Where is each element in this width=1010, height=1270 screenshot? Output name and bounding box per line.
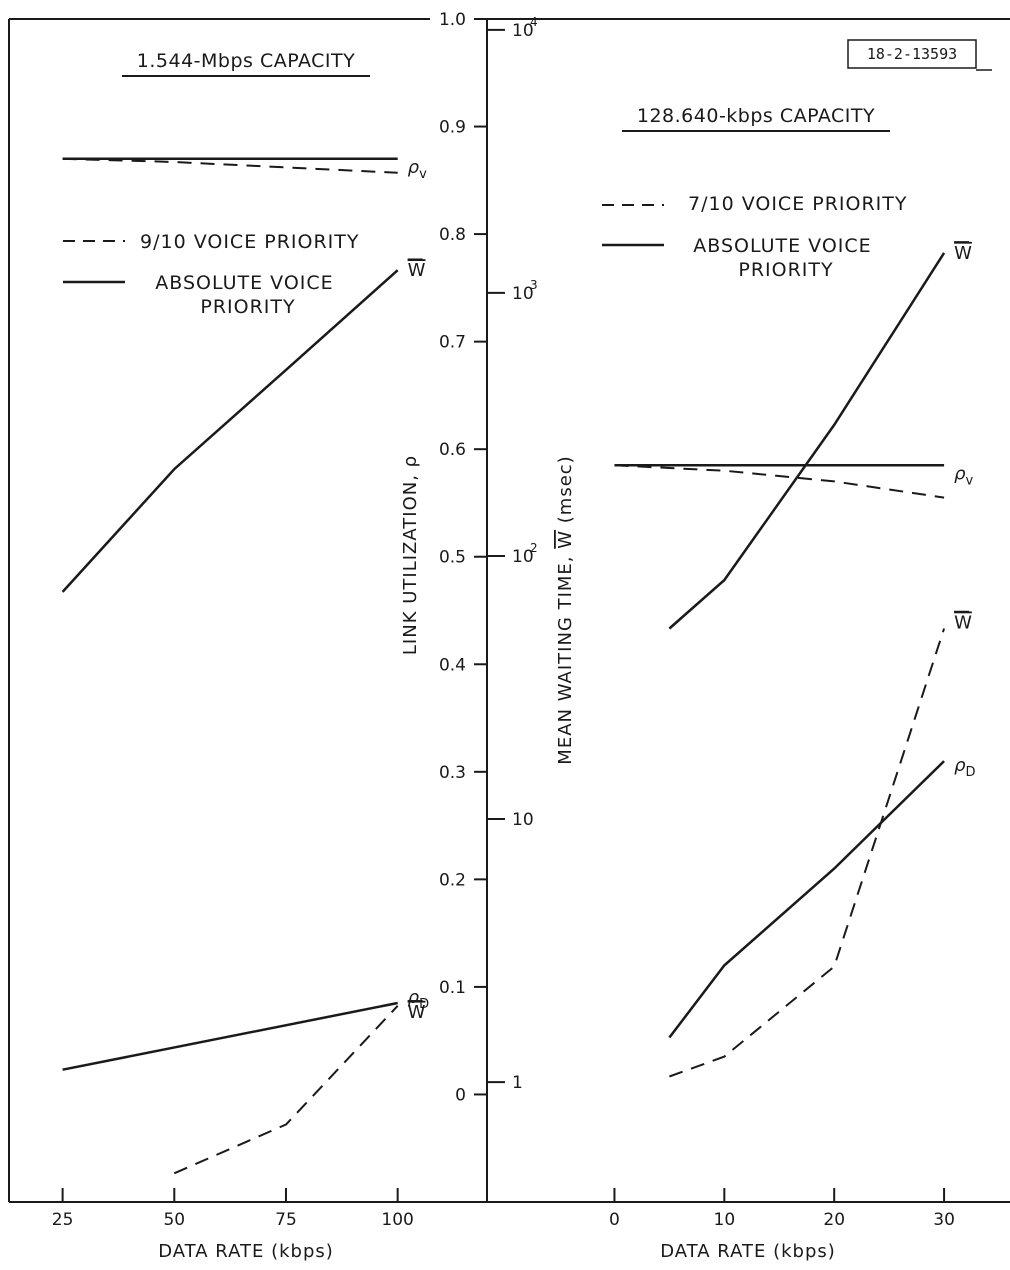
left-panel-title: 1.544-Mbps CAPACITY: [137, 50, 355, 72]
y-tick-label-left: 0.7: [439, 333, 466, 353]
x-tick-label: 75: [275, 1210, 297, 1230]
x-tick-label: 50: [163, 1210, 185, 1230]
series-rho-v-dashed: [614, 464, 945, 499]
curve-label-rho-v: ρv: [954, 463, 973, 488]
y-tick-label-left: 0.1: [439, 978, 466, 998]
y-axis-ticks: 00.10.20.30.40.50.60.70.80.91.0110102103…: [439, 10, 538, 1105]
right-legend: 7/10 VOICE PRIORITY ABSOLUTE VOICE PRIOR…: [602, 193, 907, 281]
legend-solid-label-line2: PRIORITY: [200, 296, 295, 318]
y-tick-label-left: 0: [455, 1085, 466, 1105]
legend-dashed-label: 7/10 VOICE PRIORITY: [688, 193, 907, 215]
axes-frame: [8, 18, 1010, 1203]
legend-solid-label: ABSOLUTE VOICE PRIORITY: [155, 272, 340, 318]
y-tick-label-left: 0.2: [439, 870, 466, 890]
x-tick-label: 30: [933, 1210, 955, 1230]
series-w-solid: [61, 269, 399, 593]
right-panel-title-group: 128.640-kbps CAPACITY: [622, 105, 890, 132]
series-w-dashed: [173, 1005, 399, 1175]
y-tick-label-right-exponent: 2: [530, 541, 538, 555]
series-rho-d-solid: [62, 1001, 398, 1071]
y-tick-label-left: 0.8: [439, 225, 466, 245]
x-tick-label: 10: [714, 1210, 736, 1230]
y-tick-label-left: 1.0: [439, 10, 466, 30]
curve-label-rho-v: ρv: [408, 157, 427, 182]
series-w-solid: [668, 252, 946, 630]
legend-solid-label-line1: ABSOLUTE VOICE: [693, 235, 871, 257]
curve-label-w: W: [408, 1002, 426, 1023]
left-panel-title-group: 1.544-Mbps CAPACITY: [122, 50, 370, 77]
right-y-axis-title: MEAN WAITING TIME, W (msec): [555, 455, 576, 764]
x-tick-label: 0: [609, 1210, 620, 1230]
y-tick-label-right: 10: [512, 810, 534, 830]
data-series: [61, 157, 946, 1175]
series-w-dashed: [669, 628, 946, 1078]
left-y-axis-title: LINK UTILIZATION, ρ: [400, 455, 421, 655]
y-tick-label-left: 0.3: [439, 763, 466, 783]
x-tick-label: 100: [381, 1210, 413, 1230]
curve-label-rho-d: ρD: [954, 755, 975, 780]
legend-dashed-label: 9/10 VOICE PRIORITY: [140, 231, 359, 253]
figure-id: 18-2-13593: [867, 45, 957, 63]
x-tick-label: 20: [823, 1210, 845, 1230]
y-tick-label-right-exponent: 4: [530, 15, 538, 29]
curve-label-w: W: [954, 613, 972, 634]
left-x-axis-title: DATA RATE (kbps): [158, 1241, 334, 1262]
right-panel-title: 128.640-kbps CAPACITY: [637, 105, 875, 127]
left-legend: 9/10 VOICE PRIORITY ABSOLUTE VOICE PRIOR…: [63, 231, 359, 318]
y-tick-label-left: 0.5: [439, 548, 466, 568]
y-tick-label-left: 0.4: [439, 655, 466, 675]
legend-solid-label-line2: PRIORITY: [738, 259, 833, 281]
y-tick-label-right: 10: [512, 21, 534, 41]
y-tick-label-left: 0.9: [439, 118, 466, 138]
figure-id-box: 18-2-13593: [847, 39, 992, 71]
y-tick-label-right-exponent: 3: [530, 278, 538, 292]
y-tick-label-right: 1: [512, 1073, 523, 1093]
x-tick-label: 25: [52, 1210, 74, 1230]
y-tick-label-right: 10: [512, 547, 534, 567]
legend-solid-label: ABSOLUTE VOICE PRIORITY: [693, 235, 878, 281]
y-tick-label-right: 10: [512, 284, 534, 304]
legend-solid-label-line1: ABSOLUTE VOICE: [155, 272, 333, 294]
series-rho-v-dashed: [62, 157, 398, 174]
x-axis-ticks: 25 50 75 100 0 10 20 30: [52, 1188, 955, 1230]
curve-label-w: W: [954, 243, 972, 264]
right-x-axis-title: DATA RATE (kbps): [660, 1241, 836, 1262]
series-rho-d-solid: [668, 760, 945, 1039]
y-tick-label-left: 0.6: [439, 440, 466, 460]
curve-label-w: W: [408, 260, 426, 281]
